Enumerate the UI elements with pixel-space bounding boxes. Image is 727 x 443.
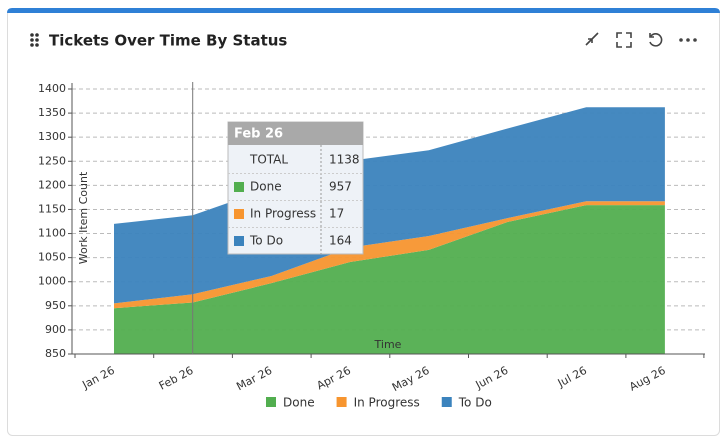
tooltip-series-name: To Do [249,234,283,248]
more-icon[interactable] [679,38,697,42]
collapse-icon[interactable] [585,32,599,46]
tooltip-swatch [234,209,244,219]
y-tick-label: 850 [45,347,66,360]
tooltip-series-name: In Progress [250,207,316,221]
y-tick-label: 1050 [38,251,66,264]
widget-title: Tickets Over Time By Status [49,32,287,50]
tooltip-series-value: 17 [329,207,344,221]
legend-swatch [441,397,452,407]
y-tick-label: 1000 [38,275,66,288]
tooltip-series-value: 164 [329,234,352,248]
y-tick-label: 900 [45,323,66,336]
y-tick-label: 1250 [38,154,66,167]
tooltip-header [228,122,363,145]
fullscreen-icon[interactable] [616,32,632,48]
tooltip-total: 1138 [329,153,360,167]
tooltip-title: Feb 26 [234,127,283,142]
legend-label: In Progress [354,396,420,410]
card-top-border [7,8,720,13]
tooltip-total-label: TOTAL [249,153,288,167]
legend-label: To Do [458,396,492,410]
refresh-icon[interactable] [649,33,663,47]
y-tick-label: 1100 [38,227,66,240]
tooltip-swatch [234,182,244,192]
tooltip-series-name: Done [250,180,282,194]
y-axis-title: Work Item Count [77,171,90,264]
legend-swatch [336,397,347,407]
y-tick-label: 1400 [38,82,66,95]
x-axis-title: Time [374,338,402,351]
tooltip-series-value: 957 [329,180,352,194]
y-tick-label: 1200 [38,178,66,191]
legend-swatch [266,397,276,407]
area [114,201,665,309]
tooltip-swatch [234,236,244,246]
y-tick-label: 1300 [38,130,66,143]
drag-handle[interactable] [30,33,39,47]
y-tick-label: 1150 [38,202,66,215]
legend-label: Done [283,396,315,410]
area [114,205,665,354]
y-tick-label: 950 [45,299,66,312]
plot: 850 900 950 1000 1050 1100 1150 1200 1250 1300 135… [38,82,705,410]
y-tick-label: 1350 [38,106,66,119]
